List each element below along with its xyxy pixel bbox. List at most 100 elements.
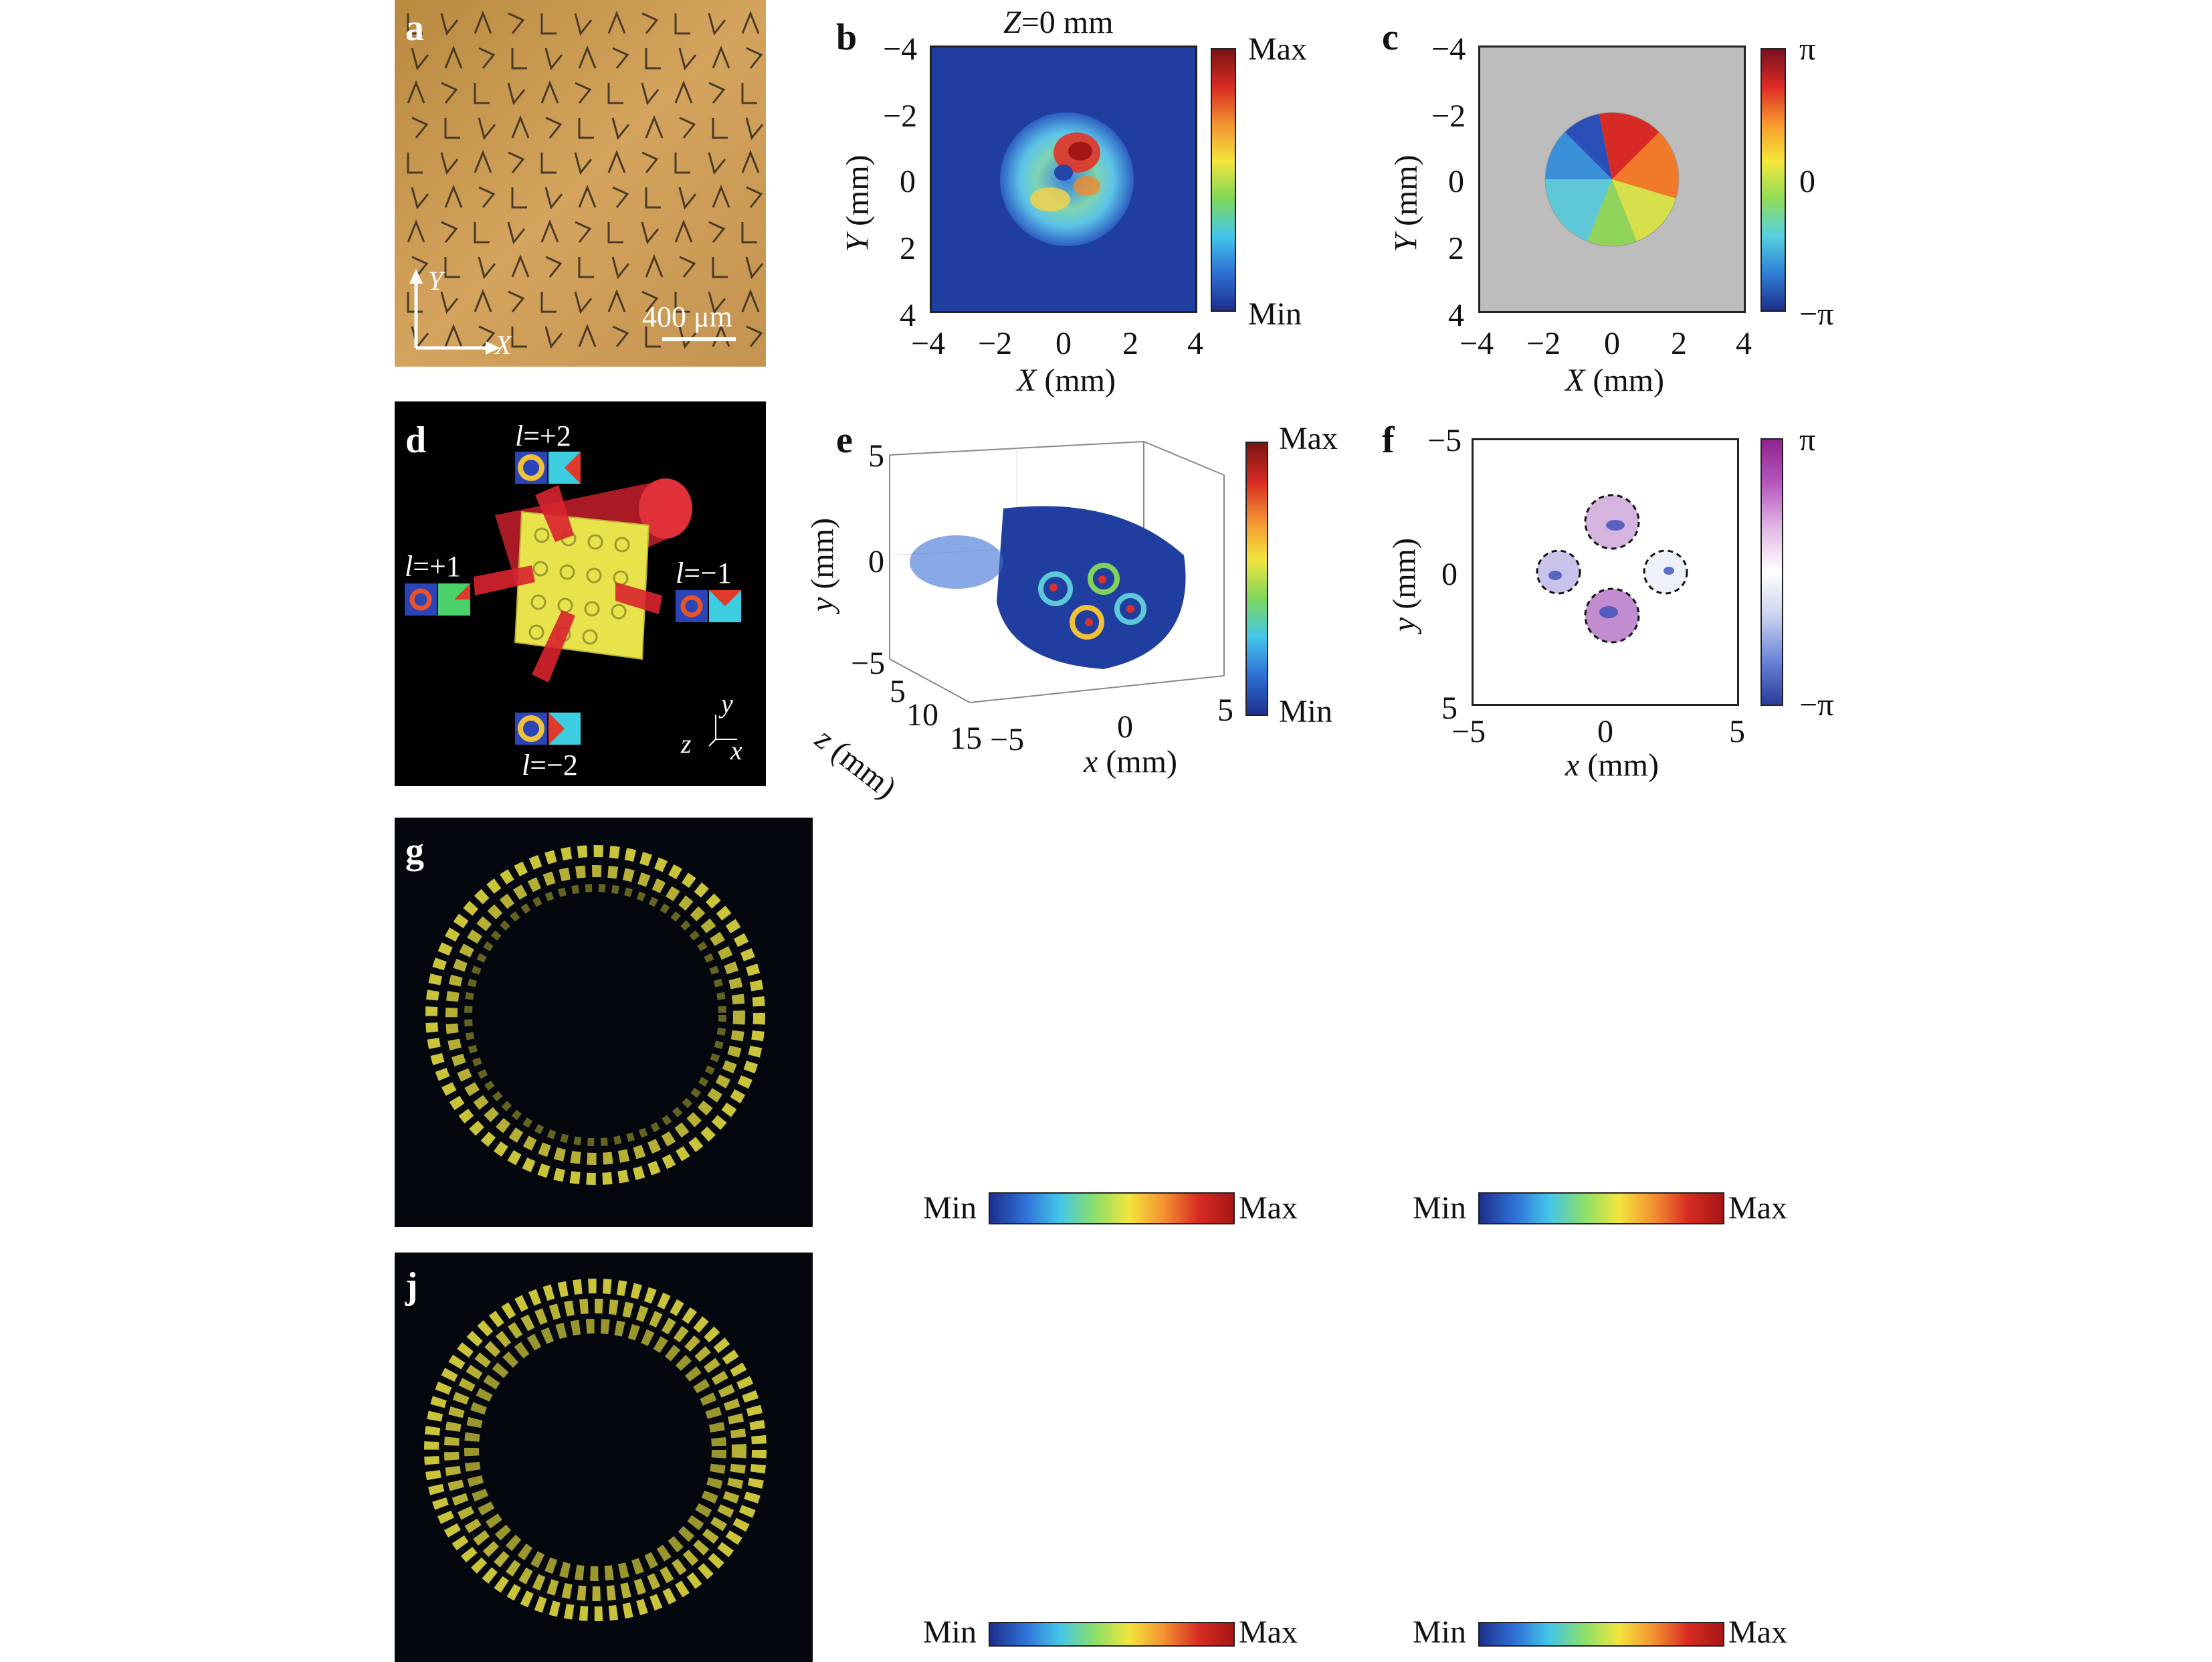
panel-f-xtick-0: −5 xyxy=(1451,714,1486,749)
panel-c-xtick-2: 0 xyxy=(1604,326,1620,361)
v-antenna xyxy=(645,114,664,138)
v-antenna xyxy=(540,80,559,104)
v-antenna xyxy=(741,10,760,34)
v-antenna xyxy=(474,149,492,173)
panel-f-ytick-0: −5 xyxy=(1427,423,1462,458)
v-antenna xyxy=(444,257,460,278)
panel-b-xtick-4: 4 xyxy=(1187,326,1203,361)
panel-c-ytick-3: 2 xyxy=(1448,231,1464,266)
v-antenna xyxy=(545,256,563,278)
panel-a-axis-x: X xyxy=(495,330,512,360)
v-antenna xyxy=(511,114,530,138)
panel-e-xtick-0: −5 xyxy=(990,722,1025,757)
panel-label-h: h xyxy=(927,830,948,872)
v-antenna xyxy=(708,221,726,243)
panel-c-ylabel-var: Y xyxy=(1388,234,1424,252)
panel-c-colorbar xyxy=(1761,48,1786,312)
v-antenna xyxy=(511,187,527,209)
v-antenna xyxy=(645,327,661,348)
v-antenna xyxy=(444,184,463,208)
panel-d-l-val-1: =+1 xyxy=(413,550,461,583)
panel-e-ylabel-var: y xyxy=(804,597,840,612)
panel-b-xlabel-unit: (mm) xyxy=(1036,363,1116,398)
v-antenna xyxy=(674,153,690,174)
v-antenna xyxy=(474,222,490,244)
panel-e-cbar-min: Min xyxy=(1279,694,1333,729)
panel-c-xtick-0: −4 xyxy=(1460,326,1494,361)
panel-d-label-l-plus1: l=+1 xyxy=(405,552,461,581)
v-antenna xyxy=(511,48,527,70)
panel-label-e: e xyxy=(836,420,853,461)
v-antenna xyxy=(511,254,530,278)
v-antenna xyxy=(544,48,563,71)
v-antenna xyxy=(407,153,423,174)
v-antenna xyxy=(440,291,459,314)
panel-k-map xyxy=(922,1253,1302,1614)
v-antenna xyxy=(444,118,460,139)
panel-b-ytick-4: 4 xyxy=(900,298,916,333)
panel-c-xtick-3: 2 xyxy=(1671,326,1687,361)
v-antenna xyxy=(578,257,594,278)
panel-f-xlabel-unit: (mm) xyxy=(1579,747,1659,783)
v-antenna xyxy=(478,256,496,280)
v-antenna xyxy=(507,82,526,106)
panel-b-xtick-0: −4 xyxy=(911,326,946,361)
panel-i-map xyxy=(1411,818,1786,1184)
panel-k-colorbar xyxy=(989,1622,1235,1647)
panel-b-cbar-min: Min xyxy=(1248,296,1302,332)
panel-b-title-rest: =0 mm xyxy=(1021,5,1114,40)
panel-b-title: Z=0 mm xyxy=(1003,7,1113,39)
v-antenna xyxy=(645,48,661,70)
panel-e-xtick-2: 5 xyxy=(1217,692,1233,728)
panel-f-xlabel: x (mm) xyxy=(1565,749,1659,781)
panel-e-xlabel-var: x xyxy=(1084,744,1098,779)
panel-d-schematic xyxy=(405,452,741,747)
panel-c-xtick-1: −2 xyxy=(1526,326,1561,361)
panel-a-scale-bar xyxy=(662,337,736,341)
panel-d-label-l-minus2: l=−2 xyxy=(522,751,578,780)
panel-e-ylabel-unit: (mm) xyxy=(804,518,840,597)
panel-d-l-var-3: l xyxy=(522,749,530,781)
v-antenna xyxy=(611,256,630,280)
panel-j-ring xyxy=(424,1279,767,1621)
panel-c-ytick-2: 0 xyxy=(1448,164,1464,199)
v-antenna xyxy=(712,118,728,139)
v-antenna xyxy=(641,12,659,34)
v-antenna xyxy=(507,221,526,245)
v-antenna xyxy=(407,80,425,104)
v-antenna xyxy=(544,187,563,210)
panel-b-ylabel: Y (mm) xyxy=(840,155,876,252)
panel-f-ytick-1: 0 xyxy=(1441,557,1457,592)
panel-b-colorbar xyxy=(1211,48,1236,312)
v-antenna xyxy=(641,290,659,312)
panel-a-axis-y: Y xyxy=(428,266,443,296)
v-antenna xyxy=(545,116,563,138)
v-antenna xyxy=(645,254,664,278)
panel-h-colorbar xyxy=(989,1192,1235,1224)
panel-d-label-l-minus1: l=−1 xyxy=(676,559,732,588)
panel-l-beam xyxy=(1429,1264,1768,1602)
v-antenna xyxy=(674,292,690,313)
panel-label-l: l xyxy=(1417,1265,1427,1307)
v-antenna xyxy=(578,323,597,347)
panel-e-xlabel-unit: (mm) xyxy=(1098,744,1177,779)
panel-label-i: i xyxy=(1417,830,1427,872)
v-antenna xyxy=(746,47,763,69)
panel-d-l-val-3: =−2 xyxy=(530,749,578,781)
panel-f-ylabel: y (mm) xyxy=(1387,538,1422,632)
panel-i-cbar-max: Max xyxy=(1728,1190,1787,1226)
panel-b-ytick-3: 2 xyxy=(900,231,916,266)
v-antenna xyxy=(746,325,763,347)
v-antenna xyxy=(607,149,626,173)
panel-a-image: Y X 400 μm xyxy=(395,0,766,367)
panel-l-cbar-max: Max xyxy=(1728,1614,1787,1650)
panel-b-ytick-2: 0 xyxy=(900,164,916,199)
panel-b-xtick-2: 0 xyxy=(1055,326,1072,361)
panel-d-l-val-2: =−1 xyxy=(684,557,732,589)
v-antenna xyxy=(741,149,760,173)
v-antenna xyxy=(746,186,763,208)
panel-e-xtick-1: 0 xyxy=(1117,709,1133,745)
v-antenna xyxy=(578,118,594,139)
panel-b-xlabel-var: X xyxy=(1017,363,1037,398)
panel-f-cbar-bottom: −π xyxy=(1799,687,1834,723)
